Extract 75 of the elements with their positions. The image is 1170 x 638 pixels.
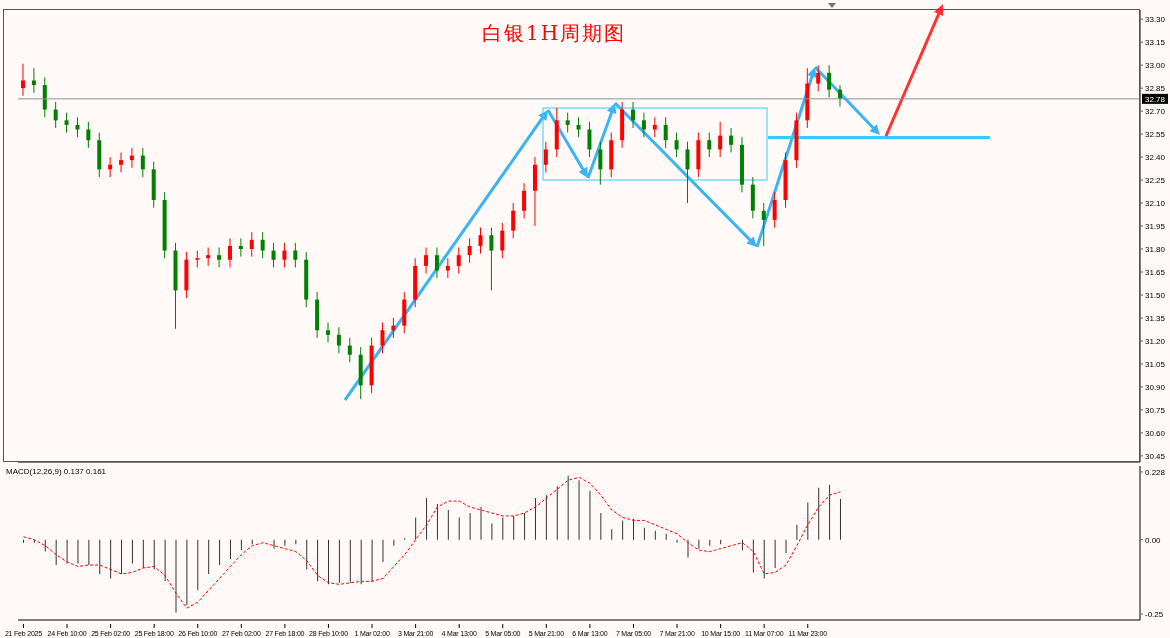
candlestick	[652, 116, 657, 138]
candlestick	[271, 242, 276, 268]
candlestick	[707, 132, 712, 158]
candlestick	[489, 227, 494, 291]
candlestick	[424, 246, 429, 275]
candlestick	[326, 322, 331, 343]
candlestick	[86, 121, 91, 149]
y-tick-label: 30.60	[1145, 428, 1166, 438]
candlestick	[663, 116, 668, 149]
candlestick	[576, 116, 581, 138]
y-tick-label: 30.90	[1145, 382, 1166, 392]
candlestick	[467, 237, 472, 264]
y-tick-label: 31.95	[1145, 221, 1166, 231]
candlestick	[434, 246, 439, 279]
candlestick	[282, 242, 287, 268]
candlestick	[685, 141, 690, 204]
y-tick-label: 33.15	[1145, 38, 1166, 48]
candlestick	[249, 231, 254, 258]
candlestick	[827, 64, 832, 98]
y-tick-label: -0.25	[1145, 609, 1164, 619]
candlestick	[816, 64, 821, 92]
candlestick	[674, 132, 679, 158]
y-tick-label: 32.70	[1145, 106, 1166, 116]
y-tick-label: 31.65	[1145, 267, 1166, 277]
candlestick	[31, 67, 36, 94]
candlestick	[336, 326, 341, 354]
y-tick-label: 31.35	[1145, 313, 1166, 323]
candlestick	[478, 227, 483, 255]
y-tick-label: 32.55	[1145, 129, 1166, 139]
y-tick-label: 33.30	[1145, 15, 1166, 25]
y-tick-label: 31.50	[1145, 290, 1166, 300]
y-tick-label: 30.45	[1145, 451, 1166, 461]
candlestick	[53, 101, 58, 129]
candlestick	[347, 337, 352, 363]
candlestick	[587, 121, 592, 158]
y-tick-label: 30.75	[1145, 405, 1166, 415]
candlestick	[641, 112, 646, 138]
candlestick	[729, 127, 734, 153]
candlestick	[761, 202, 766, 247]
y-tick-label: 0.228	[1145, 467, 1166, 477]
candlestick	[522, 182, 527, 219]
y-tick-label: 32.40	[1145, 152, 1166, 162]
candlestick	[293, 242, 298, 268]
candlestick	[543, 141, 548, 173]
candlestick	[772, 191, 777, 229]
candlestick	[227, 237, 232, 268]
candlestick	[511, 202, 516, 239]
candlestick	[500, 222, 505, 259]
candlestick	[206, 246, 211, 267]
candlestick	[140, 147, 145, 178]
candlestick	[64, 112, 69, 134]
y-tick-label: 32.85	[1145, 83, 1166, 93]
candlestick	[565, 112, 570, 134]
candlestick	[456, 246, 461, 275]
candlestick	[75, 116, 80, 138]
y-tick-label: 31.20	[1145, 336, 1166, 346]
y-tick-label: 33.00	[1145, 61, 1166, 70]
candlestick	[260, 231, 265, 259]
candlestick	[238, 237, 243, 258]
y-tick-label: 32.25	[1145, 175, 1166, 185]
chart-title: MACD(12,26,9) 0.137 0.161	[6, 467, 107, 476]
candlestick	[598, 141, 603, 186]
candlestick	[21, 63, 25, 97]
y-tick-label: 0.00	[1145, 535, 1162, 545]
text: 白银1H周期图	[482, 20, 627, 47]
y-tick-label: 31.80	[1145, 244, 1166, 254]
y-tick-label: 32.10	[1145, 198, 1166, 208]
line-series	[22, 476, 841, 609]
ref-line-label: 32.78	[1144, 94, 1166, 104]
candlestick	[217, 246, 222, 268]
y-tick-label: 31.05	[1145, 359, 1166, 369]
candlestick	[718, 121, 723, 158]
candlestick	[119, 151, 124, 173]
candlestick	[380, 322, 385, 354]
candlestick	[631, 101, 636, 129]
